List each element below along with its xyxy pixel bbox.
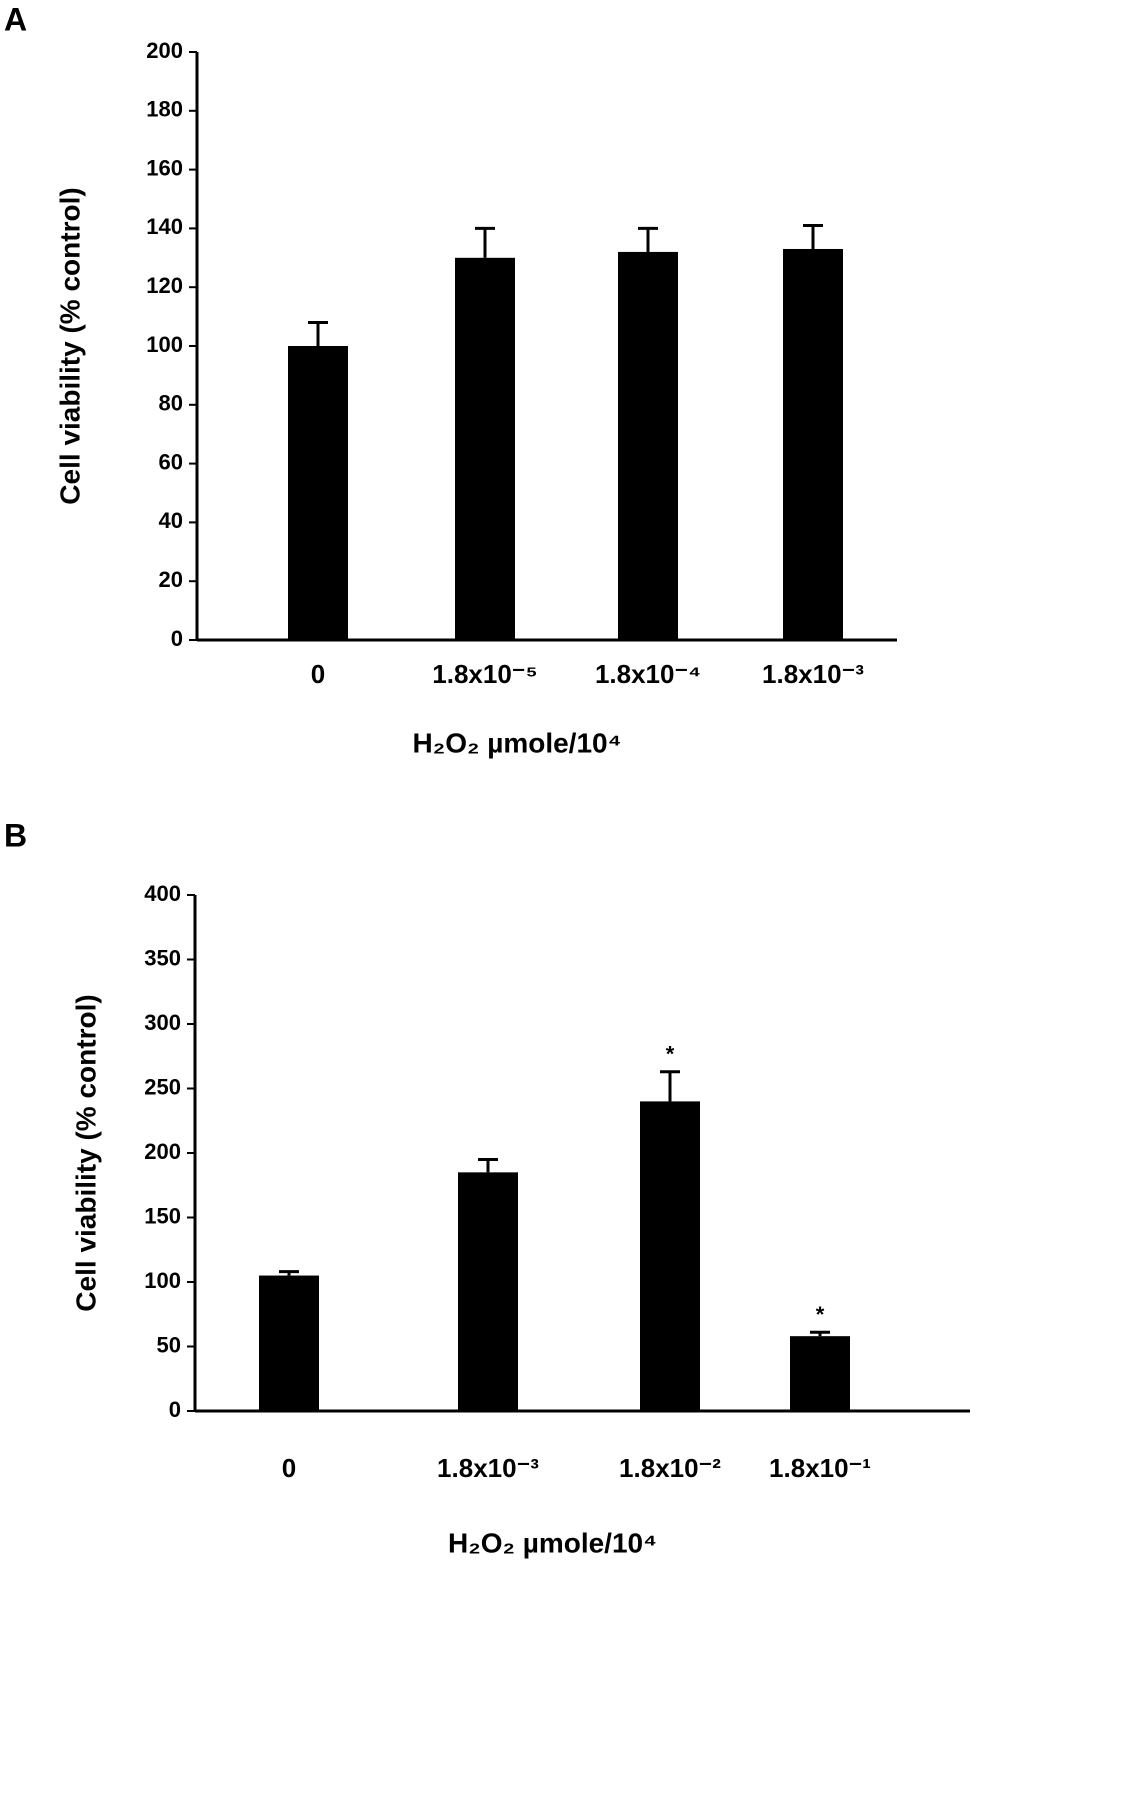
bar: [455, 257, 515, 640]
bar: [783, 248, 843, 641]
y-tick-label: 80: [159, 391, 183, 416]
y-tick-label: 100: [144, 1268, 181, 1293]
panel-label: B: [4, 817, 27, 853]
y-tick-label: 40: [159, 508, 183, 533]
y-tick-label: 150: [144, 1203, 181, 1228]
bar: [618, 251, 678, 641]
significance-mark: *: [816, 1302, 825, 1327]
y-tick-label: 0: [169, 1397, 181, 1422]
y-tick-label: 350: [144, 945, 181, 970]
x-tick-label: 1.8x10⁻³: [437, 1453, 539, 1483]
x-tick-label: 0: [282, 1453, 296, 1483]
x-tick-label: 0: [311, 659, 325, 689]
bar: [259, 1275, 319, 1411]
y-tick-label: 400: [144, 881, 181, 906]
x-tick-label: 1.8x10⁻⁵: [432, 659, 537, 689]
y-tick-label: 160: [146, 155, 183, 180]
y-tick-label: 100: [146, 332, 183, 357]
panel-label: A: [4, 1, 27, 37]
x-axis-title: H₂O₂ µmole/10⁴: [448, 1527, 657, 1558]
x-tick-label: 1.8x10⁻⁴: [595, 659, 701, 689]
y-tick-label: 200: [144, 1139, 181, 1164]
y-tick-label: 120: [146, 273, 183, 298]
y-tick-label: 250: [144, 1074, 181, 1099]
x-axis-title: H₂O₂ µmole/10⁴: [413, 727, 622, 758]
bar: [458, 1172, 518, 1411]
y-tick-label: 20: [159, 567, 183, 592]
y-tick-label: 60: [159, 449, 183, 474]
y-tick-label: 200: [146, 38, 183, 63]
y-axis-title: Cell viability (% control): [70, 994, 101, 1311]
y-tick-label: 300: [144, 1010, 181, 1035]
y-axis-title: Cell viability (% control): [54, 187, 85, 504]
y-tick-label: 180: [146, 97, 183, 122]
x-tick-label: 1.8x10⁻³: [762, 659, 864, 689]
bar: [790, 1336, 850, 1411]
y-tick-label: 140: [146, 214, 183, 239]
x-tick-label: 1.8x10⁻²: [619, 1453, 721, 1483]
y-tick-label: 50: [157, 1332, 181, 1357]
bar: [640, 1101, 700, 1411]
significance-mark: *: [666, 1042, 675, 1067]
bar: [288, 346, 348, 640]
y-tick-label: 0: [171, 626, 183, 651]
x-tick-label: 1.8x10⁻¹: [769, 1453, 871, 1483]
